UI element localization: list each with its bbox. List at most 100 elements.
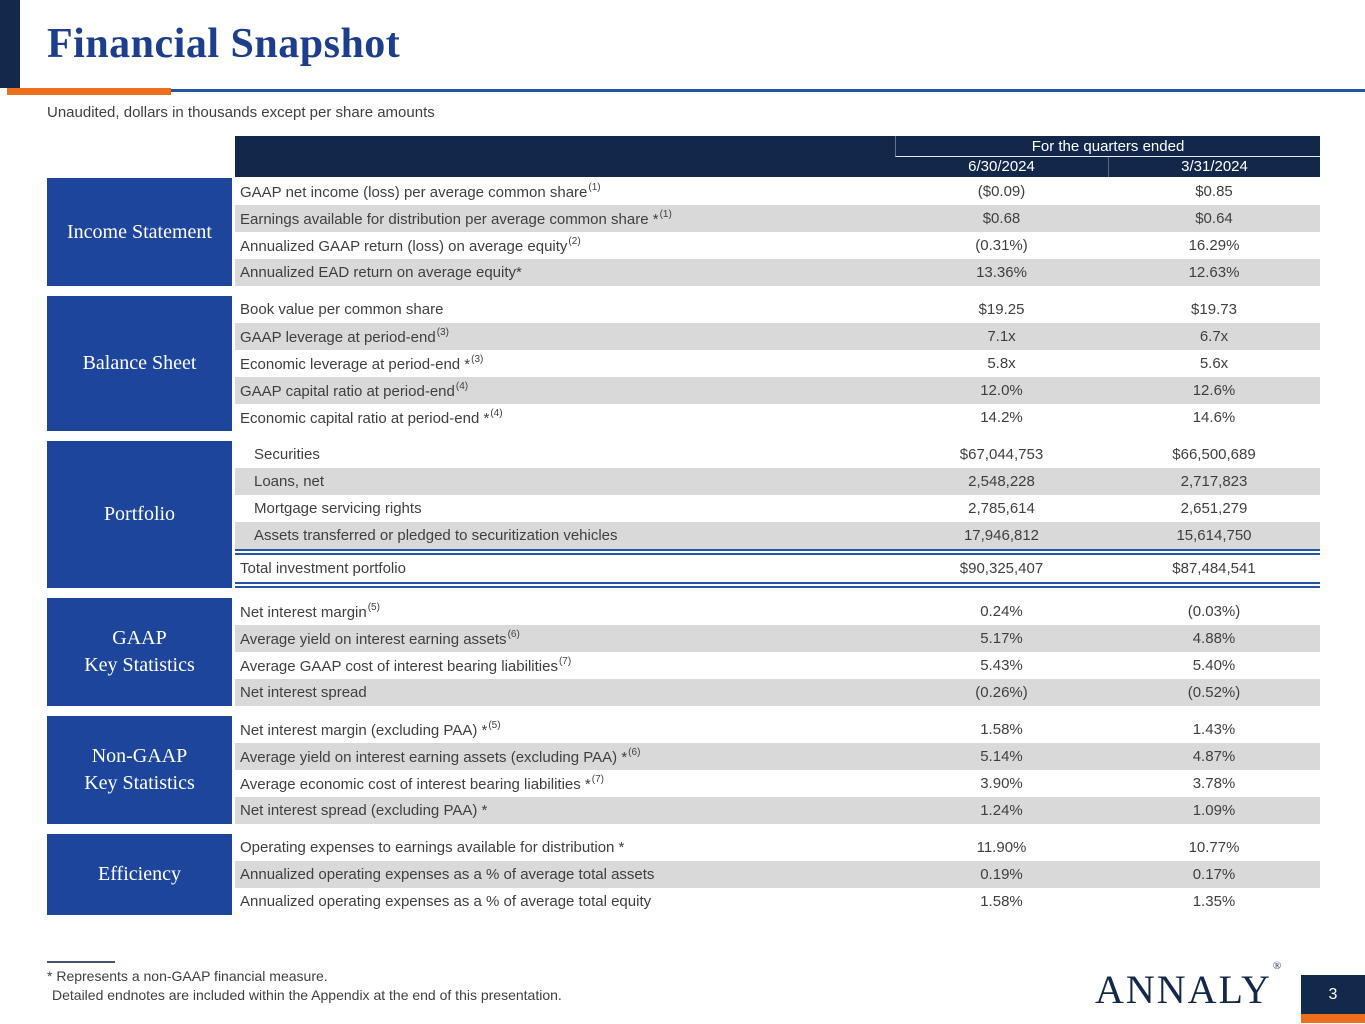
row-value: 12.6% (1192, 382, 1236, 399)
row-value: 0.17% (1192, 866, 1236, 883)
table-header: For the quarters ended 6/30/2024 3/31/202… (235, 136, 1320, 177)
footnote-ref: (6) (628, 746, 641, 758)
row-value: 12.63% (1188, 264, 1240, 281)
table-row: Book value per common share $19.25 $19.73 (235, 296, 1320, 323)
footnote-ref: (1) (659, 208, 672, 220)
section-rows: Book value per common share $19.25 $19.73 G… (235, 296, 1320, 431)
row-value: $87,484,541 (1172, 560, 1256, 577)
table-row: Loans, net 2,548,228 2,717,823 (235, 468, 1320, 495)
row-value: 5.40% (1192, 657, 1236, 674)
section-label-gaap-key-statistics: GAAP Key Statistics (47, 598, 232, 706)
table-row: Total investment portfolio $90,325,407 $87… (235, 555, 1320, 582)
row-label: Annualized operating expenses as a % of … (240, 866, 655, 883)
footnote-endnotes: Detailed endnotes are included within th… (52, 987, 562, 1003)
table-row: Net interest margin(5) 0.24% (0.03%) (235, 598, 1320, 625)
row-value: 4.88% (1192, 630, 1236, 647)
row-value: 15,614,750 (1176, 527, 1252, 544)
total-rule-bottom (235, 582, 1320, 588)
row-value: 2,785,614 (968, 500, 1035, 517)
row-value: (0.52%) (1187, 684, 1241, 701)
row-label: Net interest spread (240, 684, 367, 701)
table-row: Mortgage servicing rights 2,785,614 2,651,… (235, 495, 1320, 522)
row-value: 7.1x (987, 328, 1016, 345)
row-label: Average yield on interest earning assets… (240, 746, 641, 766)
row-value: $67,044,753 (959, 446, 1044, 463)
section-rows: GAAP net income (loss) per average commo… (235, 178, 1320, 286)
footnote-ref: (7) (591, 773, 604, 785)
table-row: Net interest spread (excluding PAA) * 1.2… (235, 797, 1320, 824)
column-header-date: 6/30/2024 (968, 158, 1035, 175)
section-efficiency: Efficiency Operating expenses to earnings… (47, 834, 1320, 915)
registered-trademark-icon: ® (1272, 959, 1284, 972)
row-value: 1.35% (1192, 893, 1236, 910)
table-sections: Income Statement GAAP net income (loss) p… (47, 178, 1320, 915)
column-header-date: 3/31/2024 (1108, 157, 1320, 177)
section-label-portfolio: Portfolio (47, 441, 232, 588)
footnote-ref: (7) (558, 655, 572, 667)
financial-table: For the quarters ended 6/30/2024 3/31/202… (47, 136, 1320, 915)
footnote-ref: (2) (568, 235, 581, 247)
section-rows: Securities $67,044,753 $66,500,689 Loans, n… (235, 441, 1320, 588)
row-label: Net interest margin(5) (240, 601, 380, 621)
footnote-non-gaap: * Represents a non-GAAP financial measur… (47, 968, 328, 984)
row-value: $0.64 (1195, 210, 1233, 227)
row-value: $19.73 (1191, 301, 1237, 318)
row-value: ($0.09) (977, 183, 1026, 200)
row-value: 17,946,812 (963, 527, 1040, 544)
row-label: Mortgage servicing rights (254, 500, 422, 517)
table-header-dates-row: 6/30/2024 3/31/2024 (235, 157, 1320, 177)
row-value: 5.17% (980, 630, 1023, 647)
table-row: Annualized operating expenses as a % of … (235, 861, 1320, 888)
table-header-group-row: For the quarters ended (235, 136, 1320, 157)
row-value: $19.25 (978, 301, 1025, 318)
table-row: GAAP leverage at period-end(3) 7.1x 6.7x (235, 323, 1320, 350)
row-value: 10.77% (1188, 839, 1240, 856)
row-value: 1.58% (980, 721, 1023, 738)
table-row: Average economic cost of interest bearin… (235, 770, 1320, 797)
footnote-ref: (4) (455, 380, 469, 392)
row-label: Assets transferred or pledged to securit… (254, 527, 618, 544)
table-row: Economic capital ratio at period-end *(4… (235, 404, 1320, 431)
title-underline-blue (171, 89, 1365, 92)
table-row: Average yield on interest earning assets… (235, 625, 1320, 652)
page-number-accent (1301, 1014, 1365, 1023)
row-value: 0.19% (980, 866, 1023, 883)
row-value: 2,717,823 (1180, 473, 1248, 490)
annaly-logo: ANNALY® (1095, 960, 1282, 1013)
table-row: GAAP capital ratio at period-end(4) 12.0%… (235, 377, 1320, 404)
row-label: GAAP leverage at period-end(3) (240, 326, 449, 346)
section-portfolio: Portfolio Securities $67,044,753 $66,500,68… (47, 441, 1320, 588)
row-value: 13.36% (976, 264, 1027, 281)
row-value: 2,548,228 (968, 473, 1035, 490)
row-value: 5.43% (980, 657, 1023, 674)
footnote-ref: (4) (490, 407, 503, 419)
row-label: Annualized GAAP return (loss) on average… (240, 235, 581, 255)
section-rows: Operating expenses to earnings available… (235, 834, 1320, 915)
title-underline-orange (7, 88, 171, 95)
row-value: 2,651,279 (1180, 500, 1248, 517)
section-rows: Net interest margin(5) 0.24% (0.03%) Averag… (235, 598, 1320, 706)
table-row: Net interest margin (excluding PAA) *(5)… (235, 716, 1320, 743)
table-row: GAAP net income (loss) per average commo… (235, 178, 1320, 205)
row-label: Economic capital ratio at period-end *(4… (240, 407, 503, 427)
row-value: 5.14% (980, 748, 1023, 765)
row-value: 1.43% (1192, 721, 1236, 738)
footnote-ref: (6) (507, 628, 520, 640)
table-header-spacer (235, 136, 895, 157)
section-non-gaap-key-statistics: Non-GAAP Key Statistics Net interest margi… (47, 716, 1320, 824)
table-row: Economic leverage at period-end *(3) 5.8x… (235, 350, 1320, 377)
table-row: Earnings available for distribution per … (235, 205, 1320, 232)
section-income-statement: Income Statement GAAP net income (loss) p… (47, 178, 1320, 286)
section-label-efficiency: Efficiency (47, 834, 232, 915)
row-label: GAAP net income (loss) per average commo… (240, 181, 601, 201)
row-value: $0.85 (1195, 183, 1233, 200)
table-row: Net interest spread (0.26%) (0.52%) (235, 679, 1320, 706)
footnote-ref: (5) (488, 719, 501, 731)
row-label: Loans, net (254, 473, 325, 490)
section-gaap-key-statistics: GAAP Key Statistics Net interest margin(5)… (47, 598, 1320, 706)
row-value: 14.2% (980, 409, 1023, 426)
table-row: Operating expenses to earnings available… (235, 834, 1320, 861)
table-row: Assets transferred or pledged to securit… (235, 522, 1320, 549)
table-row: Annualized operating expenses as a % of … (235, 888, 1320, 915)
row-label: Net interest spread (excluding PAA) * (240, 802, 488, 819)
